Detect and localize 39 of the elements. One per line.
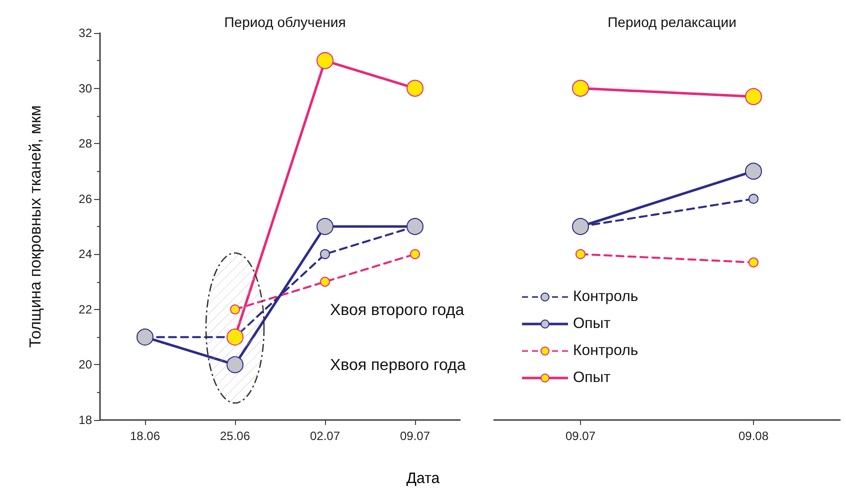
x-tick-label: 02.07 [310,429,340,443]
x-tick-label: 09.08 [738,429,769,443]
point [745,88,762,106]
point [576,249,586,260]
y-axis-title: Толщина покровных тканей, мкм [28,105,44,348]
point [406,218,424,235]
point [745,162,762,180]
chart-title: Период релаксации [608,14,736,30]
annotation: Хвоя второго года [330,302,464,320]
point [320,276,330,287]
y-tick-label: 22 [78,302,92,316]
point [572,80,589,97]
x-tick-label: 09.07 [565,429,596,443]
point [230,304,240,314]
legend-label: Контроль [573,288,638,305]
x-tick-label: 09.07 [400,429,430,443]
point [136,328,154,346]
x-tick-label: 25.06 [220,429,250,443]
annotation: Хвоя первого года [330,357,466,375]
point [316,218,334,235]
point [406,80,424,97]
point [748,257,758,268]
point [410,249,420,260]
y-tick-label: 28 [78,136,92,151]
point [316,52,334,70]
x-axis-title: Дата [405,470,441,487]
y-tick-label: 30 [78,81,92,96]
chart-title: Период облучения [224,14,346,30]
legend-label: Опыт [573,315,610,332]
y-tick-label: 20 [78,358,92,372]
y-tick-label: 18 [78,413,92,427]
point [226,328,244,346]
y-tick-label: 32 [78,26,92,40]
legend-label: Опыт [573,369,610,386]
y-tick-label: 24 [78,247,92,262]
y-tick-label: 26 [78,192,92,206]
x-tick-label: 18.06 [130,429,160,443]
legend-label: Контроль [573,342,638,359]
point [226,356,244,374]
